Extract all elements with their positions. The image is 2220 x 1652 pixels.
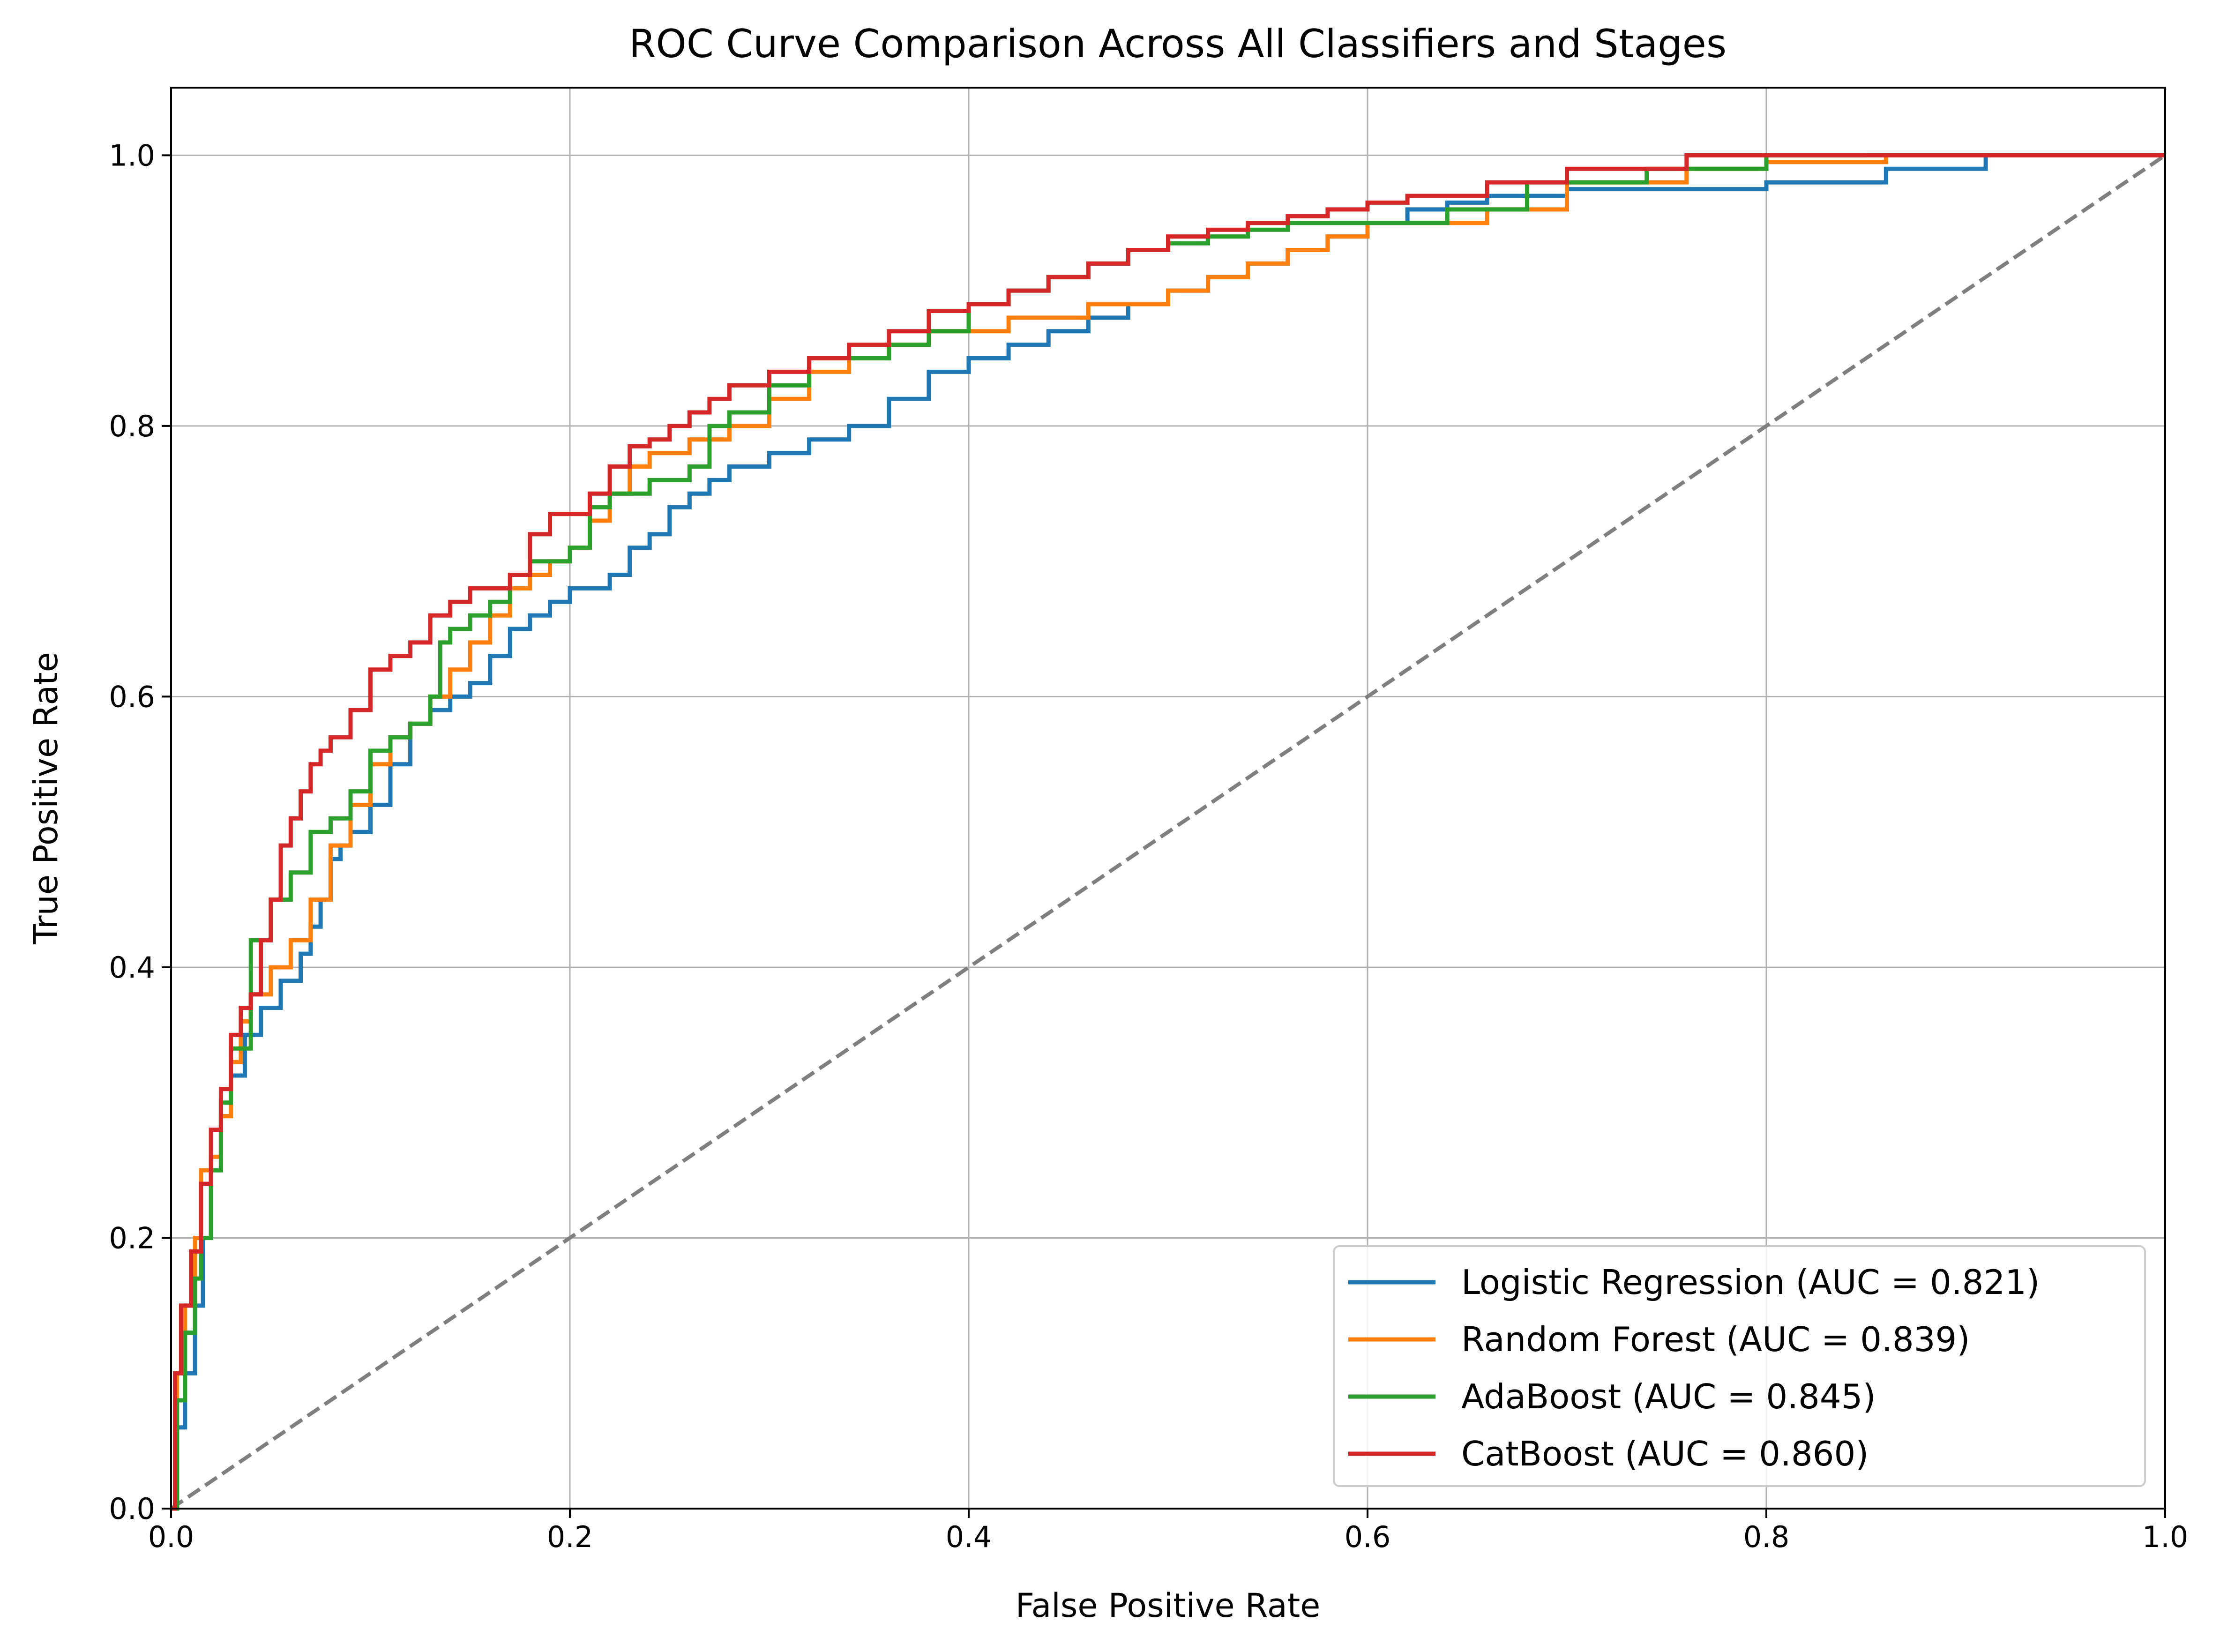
chance-diagonal xyxy=(170,154,2167,1510)
legend-label-logistic-regression: Logistic Regression (AUC = 0.821) xyxy=(1461,1263,2040,1302)
y-tick-label-1: 0.2 xyxy=(109,1221,155,1255)
y-tick-label-4: 0.8 xyxy=(109,409,155,443)
y-tick-label-2: 0.4 xyxy=(109,950,155,985)
y-axis-ticks: 0.0 0.2 0.4 0.6 0.8 1.0 xyxy=(109,138,171,1526)
legend-label-adaboost: AdaBoost (AUC = 0.845) xyxy=(1461,1377,1876,1416)
plot-frame xyxy=(170,87,2166,1510)
legend-label-catboost: CatBoost (AUC = 0.860) xyxy=(1461,1434,1869,1473)
x-tick-label-4: 0.8 xyxy=(1743,1520,1790,1554)
x-tick-label-1: 0.2 xyxy=(547,1520,593,1554)
x-tick-label-5: 1.0 xyxy=(2142,1520,2189,1554)
y-tick-label-3: 0.6 xyxy=(109,680,155,714)
x-tick-label-2: 0.4 xyxy=(946,1520,992,1554)
legend-items: Logistic Regression (AUC = 0.821) Random … xyxy=(1348,1263,2040,1473)
y-axis-label: True Positive Rate xyxy=(27,652,65,945)
y-tick-label-0: 0.0 xyxy=(109,1492,155,1526)
roc-line-catboost xyxy=(171,153,2165,1511)
legend-box xyxy=(1333,1245,2146,1487)
x-tick-label-0: 0.0 xyxy=(148,1520,194,1554)
legend: Logistic Regression (AUC = 0.821) Random … xyxy=(1333,1245,2146,1487)
x-tick-label-3: 0.6 xyxy=(1345,1520,1391,1554)
diagonal-line xyxy=(170,154,2167,1510)
x-axis-label: False Positive Rate xyxy=(1016,1586,1321,1625)
roc-curves xyxy=(171,153,2165,1511)
chart-title: ROC Curve Comparison Across All Classifi… xyxy=(629,21,1727,67)
y-tick-label-5: 1.0 xyxy=(109,138,155,172)
x-axis-ticks: 0.0 0.2 0.4 0.6 0.8 1.0 xyxy=(148,1509,2189,1554)
legend-label-random-forest: Random Forest (AUC = 0.839) xyxy=(1461,1320,1970,1359)
